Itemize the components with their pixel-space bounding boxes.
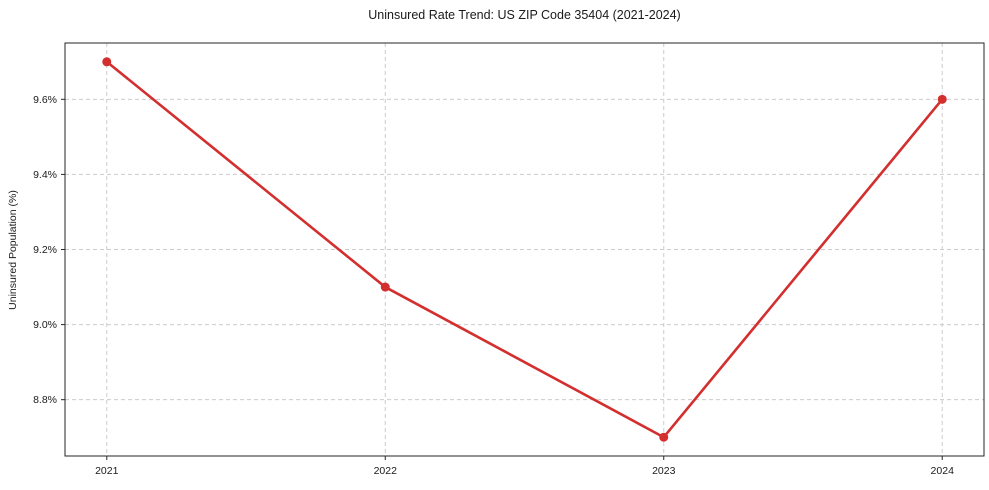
x-tick-label: 2022 xyxy=(374,465,398,477)
trend-line xyxy=(105,60,944,439)
x-tick-label: 2023 xyxy=(652,465,676,477)
plot-border xyxy=(64,42,985,457)
y-tick-label: 8.8% xyxy=(33,394,57,406)
x-tick-label: 2021 xyxy=(95,465,119,477)
data-point-marker xyxy=(659,432,669,442)
y-tick-label: 9.6% xyxy=(33,94,57,106)
y-tick-label: 9.2% xyxy=(33,244,57,256)
data-point-marker xyxy=(380,282,390,292)
x-tick-label: 2024 xyxy=(931,465,955,477)
y-tick-label: 9.4% xyxy=(33,169,57,181)
data-point-marker xyxy=(102,57,112,67)
data-point-marker xyxy=(937,94,947,104)
chart-title: Uninsured Rate Trend: US ZIP Code 35404 … xyxy=(368,8,681,22)
y-tick-label: 9.0% xyxy=(33,319,57,331)
